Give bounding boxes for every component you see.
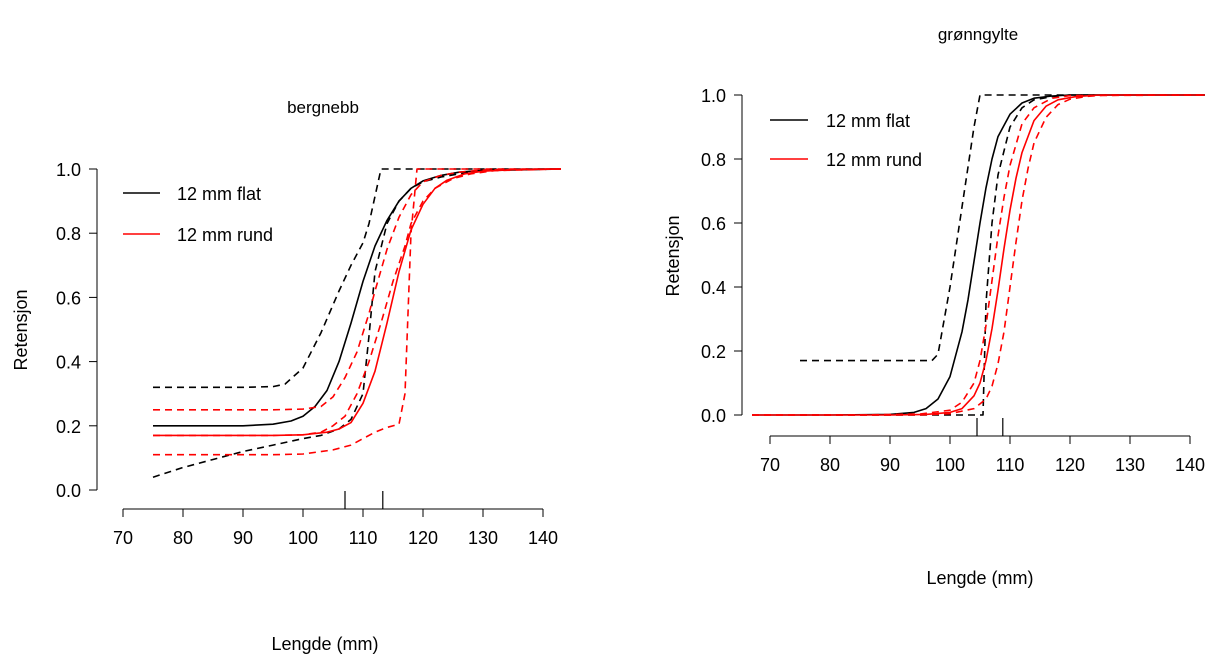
x-tick-label: 130: [468, 528, 498, 548]
legend-label-rund: 12 mm rund: [826, 150, 922, 170]
x-tick-label: 70: [113, 528, 133, 548]
y-tick-label: 0.2: [701, 342, 726, 362]
x-tick-label: 90: [233, 528, 253, 548]
chart-title: bergnebb: [287, 98, 359, 117]
chart-title: grønngylte: [938, 25, 1018, 44]
x-tick-label: 100: [288, 528, 318, 548]
x-tick-label: 110: [996, 455, 1025, 475]
x-tick-label: 130: [1115, 455, 1145, 475]
y-tick-label: 1.0: [701, 86, 726, 106]
x-tick-label: 120: [1055, 455, 1085, 475]
series-line: [752, 94, 1205, 416]
confidence-band-line: [153, 168, 562, 411]
y-axis-label: Retensjon: [11, 289, 31, 370]
y-tick-label: 0.0: [56, 481, 81, 501]
x-tick-label: 100: [935, 455, 965, 475]
x-tick-label: 70: [760, 455, 780, 475]
x-tick-label: 140: [1175, 455, 1205, 475]
x-tick-label: 90: [880, 455, 900, 475]
y-tick-label: 0.8: [56, 224, 81, 244]
y-tick-label: 0.6: [701, 214, 726, 234]
y-tick-label: 0.8: [701, 150, 726, 170]
x-axis-label: Lengde (mm): [926, 568, 1033, 588]
y-tick-label: 0.4: [56, 353, 81, 373]
legend: 12 mm flat 12 mm rund: [770, 111, 922, 170]
confidence-band-line: [800, 94, 1205, 362]
legend: 12 mm flat 12 mm rund: [123, 184, 273, 245]
series-line: [752, 94, 1205, 416]
x-axis-label: Lengde (mm): [271, 634, 378, 654]
y-tick-label: 0.2: [56, 417, 81, 437]
chart-panel-gronngylte: grønngylte Lengde (mm) Retensjon 12 mm f…: [663, 25, 1205, 588]
confidence-band-line: [153, 168, 561, 456]
legend-label-flat: 12 mm flat: [826, 111, 910, 131]
legend-label-rund: 12 mm rund: [177, 225, 273, 245]
confidence-band-line: [800, 94, 1205, 416]
confidence-band-line: [752, 94, 1206, 416]
x-tick-label: 110: [349, 528, 378, 548]
x-tick-label: 80: [173, 528, 193, 548]
confidence-band-line: [152, 168, 562, 478]
confidence-band-line: [153, 168, 561, 389]
x-tick-label: 120: [408, 528, 438, 548]
y-tick-label: 0.0: [701, 406, 726, 426]
y-axis-label: Retensjon: [663, 215, 683, 296]
confidence-band-line: [153, 168, 562, 437]
legend-label-flat: 12 mm flat: [177, 184, 261, 204]
y-tick-label: 0.6: [56, 288, 81, 308]
y-tick-label: 1.0: [56, 160, 81, 180]
chart-panel-bergnebb: bergnebb Lengde (mm) Retensjon 12 mm fla…: [11, 98, 562, 654]
confidence-band-line: [752, 94, 1205, 416]
x-tick-label: 140: [528, 528, 558, 548]
y-tick-label: 0.4: [701, 278, 726, 298]
x-tick-label: 80: [820, 455, 840, 475]
